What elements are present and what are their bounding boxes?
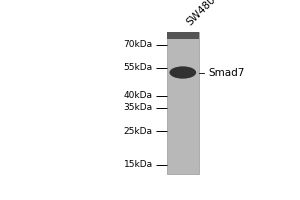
Text: 40kDa: 40kDa — [124, 91, 153, 100]
Bar — [167, 32, 199, 39]
Text: 15kDa: 15kDa — [124, 160, 153, 169]
Text: SW480: SW480 — [185, 0, 218, 28]
Text: 35kDa: 35kDa — [124, 103, 153, 112]
Text: 70kDa: 70kDa — [124, 40, 153, 49]
Text: Smad7: Smad7 — [208, 68, 245, 78]
Text: 25kDa: 25kDa — [124, 127, 153, 136]
Text: 55kDa: 55kDa — [124, 63, 153, 72]
Ellipse shape — [169, 66, 196, 79]
Bar — [167, 32, 199, 174]
